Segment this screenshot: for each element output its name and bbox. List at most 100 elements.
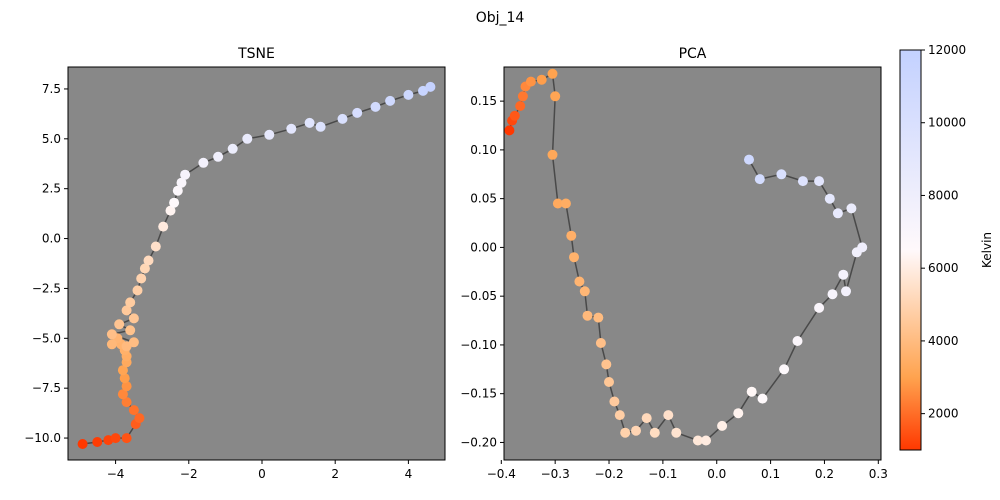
pca-data-point [832,208,843,219]
tsne-data-point [114,319,125,330]
colorbar-tick-label: 2000 [928,407,959,421]
tsne-data-point [117,389,128,400]
pca-data-point [746,386,757,397]
pca-data-point [609,396,620,407]
tsne-data-point [180,169,191,180]
pca-y-axis: −0.20 −0.15 −0.10 −0.05 0.00 0.05 0.10 0.15 [460,94,504,449]
tsne-x-axis: −4 −2 0 2 4 [107,460,412,481]
pca-data-point [701,435,711,446]
pca-data-point [504,125,515,136]
pca-data-point [754,174,765,185]
pca-x-axis: −0.4 −0.3 −0.2 −0.1 0.0 0.1 0.2 0.3 [487,460,888,481]
tsne-y-tick-label: 7.5 [42,82,61,96]
pca-y-tick-label: −0.10 [460,338,497,352]
tsne-data-point [92,437,103,447]
colorbar-tick-label: 6000 [928,261,959,275]
pca-x-tick-label: 0.1 [761,467,780,481]
pca-data-point [579,286,590,297]
tsne-y-tick-label: 0.0 [42,232,61,246]
pca-data-point [552,198,563,209]
tsne-data-point [136,273,147,284]
tsne-data-point [286,123,297,134]
pca-x-tick-label: −0.2 [594,467,623,481]
colorbar-gradient [899,49,922,451]
tsne-data-point [139,263,150,274]
pca-data-point [717,420,728,431]
pca-data-point [824,193,835,204]
tsne-data-point [304,117,315,128]
colorbar-tick-label: 12000 [928,43,966,57]
pca-axes-frame [503,66,882,461]
pca-data-point [550,91,561,102]
tsne-data-point [106,339,117,350]
tsne-data-point [172,185,183,196]
tsne-y-axis: −10.0 −7.5 −5.0 −2.5 0.0 2.5 5.0 7.5 [24,82,68,445]
pca-data-point [620,427,631,438]
colorbar-label: Kelvin [980,232,994,268]
tsne-x-tick-label: −2 [180,467,198,481]
tsne-data-point [132,285,143,296]
pca-data-point [663,410,674,421]
tsne-data-point [117,365,128,376]
tsne-data-point [158,221,169,232]
tsne-plot-area [68,67,445,460]
tsne-data-point [198,157,209,168]
tsne-data-point [128,405,139,416]
pca-y-tick-label: 0.15 [470,94,497,108]
pca-data-point [827,289,838,300]
pca-data-point [776,169,787,180]
colorbar-tick-label: 8000 [928,188,959,202]
tsne-data-point [403,89,414,100]
pca-data-point [525,76,536,87]
pca-x-tick-label: 0.0 [707,467,726,481]
tsne-points [77,81,436,449]
pca-data-point [536,74,547,85]
colorbar-ticks: 2000 4000 6000 8000 10000 12000 [921,43,966,421]
pca-x-tick-label: 0.3 [869,467,888,481]
pca-data-point [733,408,744,419]
tsne-y-tick-label: 2.5 [42,182,61,196]
tsne-axes-frame [67,66,446,461]
colorbar: 2000 4000 6000 8000 10000 12000 Kelvin [899,43,994,451]
pca-x-tick-label: −0.4 [487,467,516,481]
pca-data-point [797,176,808,187]
pca-x-tick-label: −0.3 [541,467,570,481]
pca-data-point [566,230,577,241]
figure-suptitle: Obj_14 [476,10,525,26]
pca-data-point [641,413,652,424]
tsne-y-tick-label: 5.0 [42,132,61,146]
pca-data-point [593,312,604,323]
tsne-x-tick-label: 0 [258,467,266,481]
pca-data-point [814,176,825,187]
tsne-data-point [227,143,238,154]
pca-data-point [509,110,520,121]
tsne-data-point [119,373,130,384]
tsne-x-tick-label: 4 [405,467,413,481]
tsne-data-point [110,433,121,444]
pca-data-point [757,393,768,404]
tsne-data-point [264,129,275,140]
tsne-data-point [150,241,161,252]
pca-data-point [814,302,825,313]
pca-data-point [649,427,660,438]
tsne-data-point [125,297,136,308]
pca-data-point [582,310,593,321]
pca-data-point [671,427,682,438]
pca-data-point [574,276,585,287]
pca-data-point [595,338,606,348]
tsne-data-point [125,325,136,336]
pca-data-point [601,359,612,370]
pca-data-point [792,336,803,346]
tsne-data-point [337,113,348,124]
pca-data-point [547,149,558,160]
tsne-data-point [242,133,253,144]
pca-data-point [692,435,703,446]
pca-y-tick-label: 0.10 [470,143,497,157]
pca-x-tick-label: −0.1 [648,467,677,481]
pca-data-point [614,410,625,421]
pca-y-tick-label: −0.20 [460,435,497,449]
tsne-data-point [418,85,428,96]
tsne-data-point [121,305,132,316]
tsne-data-point [106,329,117,340]
pca-data-point [631,425,641,436]
